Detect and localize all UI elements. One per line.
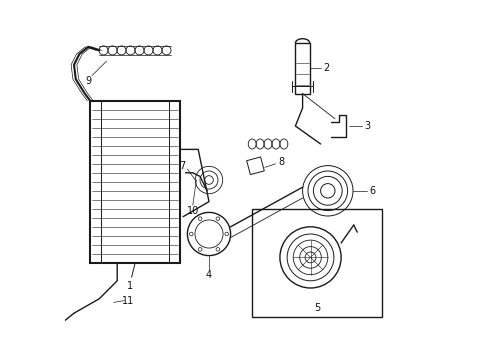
Text: 8: 8 [278, 157, 284, 167]
Text: 7: 7 [179, 161, 185, 171]
Circle shape [198, 248, 202, 251]
Text: 2: 2 [323, 63, 329, 73]
Bar [90, 101, 180, 263]
Text: 10: 10 [187, 206, 199, 216]
Circle shape [187, 212, 231, 256]
Text: 1: 1 [127, 281, 133, 291]
Circle shape [225, 232, 228, 236]
Bar [295, 43, 310, 94]
Bar [246, 157, 264, 175]
Circle shape [49, 341, 55, 347]
Text: 9: 9 [85, 76, 92, 86]
Circle shape [190, 232, 193, 236]
Text: 4: 4 [206, 270, 212, 280]
Circle shape [195, 220, 223, 248]
Circle shape [216, 217, 220, 220]
Text: 3: 3 [365, 121, 370, 131]
Text: 11: 11 [122, 296, 134, 306]
Circle shape [198, 217, 202, 220]
Bar [252, 209, 382, 317]
Text: 6: 6 [370, 186, 376, 196]
Text: 5: 5 [314, 303, 320, 313]
Circle shape [216, 248, 220, 251]
